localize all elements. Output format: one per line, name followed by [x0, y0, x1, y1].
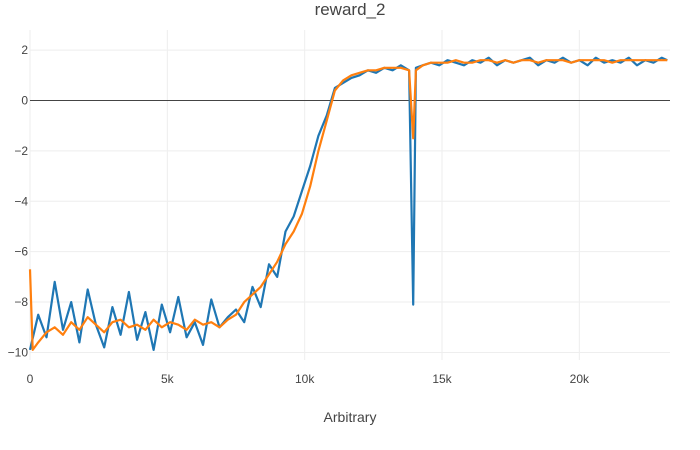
- series-line-2: [28, 59, 668, 351]
- x-tick-label: 15k: [432, 372, 452, 386]
- series-layer: [28, 56, 668, 351]
- y-tick-label: −2: [14, 144, 28, 158]
- y-tick-label: 0: [21, 94, 28, 108]
- y-tick-label: −8: [14, 295, 28, 309]
- x-tick-labels: 0 5k 10k 15k 20k: [27, 372, 590, 386]
- x-axis-label: Arbitrary: [324, 409, 377, 425]
- x-tick-label: 5k: [161, 372, 175, 386]
- chart-title: reward_2: [315, 0, 386, 19]
- series-line-1: [28, 56, 668, 351]
- horizontal-gridlines: [30, 49, 670, 353]
- x-tick-label: 0: [27, 372, 34, 386]
- y-tick-label: −10: [8, 345, 29, 359]
- y-tick-labels: 2 0 −2 −4 −6 −8 −10: [8, 43, 29, 359]
- vertical-gridlines: [29, 30, 580, 360]
- x-tick-label: 20k: [570, 372, 590, 386]
- y-tick-label: −6: [14, 245, 28, 259]
- y-tick-label: 2: [21, 43, 28, 57]
- y-tick-label: −4: [14, 194, 28, 208]
- x-tick-label: 10k: [295, 372, 315, 386]
